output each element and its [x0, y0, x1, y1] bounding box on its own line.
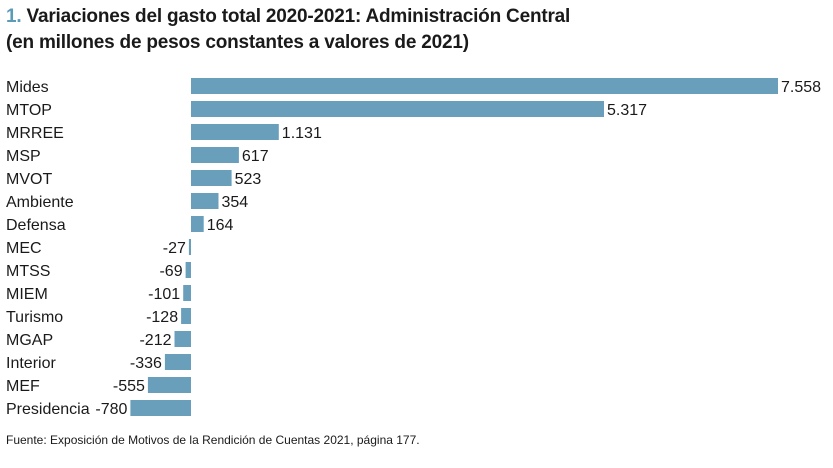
- category-label: MGAP: [6, 332, 53, 349]
- bar: [191, 193, 219, 209]
- value-label: -101: [148, 286, 180, 303]
- bar: [188, 239, 191, 255]
- value-label: -128: [146, 309, 178, 326]
- value-label: -780: [95, 401, 127, 418]
- category-label: MSP: [6, 148, 41, 165]
- value-label: 1.131: [282, 125, 322, 142]
- category-label: MEF: [6, 378, 40, 395]
- value-label: -27: [163, 240, 186, 257]
- category-label: Mides: [6, 79, 49, 96]
- category-label: Defensa: [6, 217, 66, 234]
- bar: [185, 262, 191, 278]
- chart-title: 1. Variaciones del gasto total 2020-2021…: [6, 4, 826, 56]
- bar: [191, 101, 604, 117]
- category-label: MIEM: [6, 286, 48, 303]
- title-line-2: (en millones de pesos constantes a valor…: [6, 32, 469, 53]
- bar-chart: Mides 7.558 MTOP 5.317 MRREE 1.131 MSP 617 MVOT 5…: [6, 78, 821, 418]
- value-label: -212: [139, 332, 171, 349]
- category-label: Presidencia: [6, 401, 90, 418]
- value-label: 617: [242, 148, 269, 165]
- source-note: Fuente: Exposición de Motivos de la Rend…: [6, 433, 420, 447]
- category-label: MEC: [6, 240, 42, 257]
- category-label: MRREE: [6, 125, 64, 142]
- value-label: 523: [235, 171, 262, 188]
- category-label: MVOT: [6, 171, 52, 188]
- bar: [164, 354, 191, 370]
- value-label: 164: [207, 217, 234, 234]
- category-label: MTOP: [6, 102, 52, 119]
- value-label: -555: [113, 378, 145, 395]
- bar: [191, 78, 778, 94]
- bar: [130, 400, 191, 416]
- value-label: -69: [159, 263, 182, 280]
- figure-number: 1.: [6, 6, 22, 27]
- category-label: Interior: [6, 355, 56, 372]
- bar: [191, 216, 204, 232]
- bar: [147, 377, 191, 393]
- bar: [191, 147, 239, 163]
- category-label: Ambiente: [6, 194, 74, 211]
- title-line-1: 1. Variaciones del gasto total 2020-2021…: [6, 4, 826, 30]
- title-text: Variaciones del gasto total 2020-2021: A…: [26, 6, 571, 27]
- bar: [181, 308, 191, 324]
- category-label: Turismo: [6, 309, 63, 326]
- value-label: 354: [222, 194, 249, 211]
- value-label: 7.558: [781, 79, 821, 96]
- bar: [183, 285, 191, 301]
- bar: [174, 331, 191, 347]
- bar: [191, 170, 232, 186]
- value-label: -336: [130, 355, 162, 372]
- bar: [191, 124, 279, 140]
- value-label: 5.317: [607, 102, 647, 119]
- category-label: MTSS: [6, 263, 50, 280]
